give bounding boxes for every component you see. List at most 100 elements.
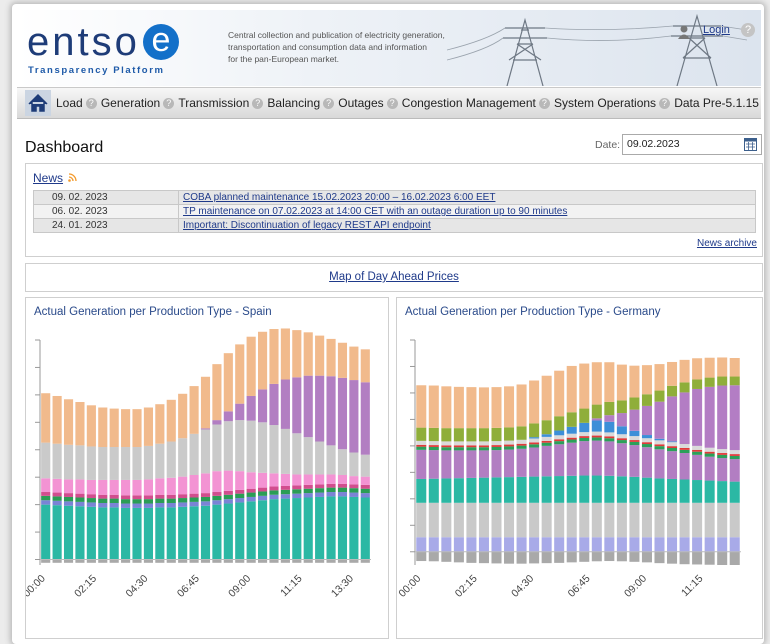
bar-segment	[692, 358, 703, 380]
map-panel: Map of Day Ahead Prices	[25, 263, 763, 292]
bar-segment	[315, 488, 325, 493]
bar-segment	[155, 507, 165, 560]
nav-label[interactable]: Congestion Management	[401, 96, 536, 110]
nav-item[interactable]: Congestion Management?	[402, 96, 550, 110]
bar-segment	[466, 537, 477, 552]
bar-segment	[200, 559, 211, 563]
news-link[interactable]: COBA planned maintenance 15.02.2023 20:0…	[183, 192, 496, 203]
map-link[interactable]: Map of Day Ahead Prices	[329, 271, 459, 283]
nav-item[interactable]: Transmission?	[178, 96, 264, 110]
bar-segment	[428, 446, 439, 451]
bar-segment	[315, 492, 325, 497]
bar-segment	[491, 551, 502, 564]
nav-item[interactable]: Load?	[56, 96, 97, 110]
nav-item[interactable]: Outages?	[338, 96, 398, 110]
nav-help[interactable]: ?	[252, 98, 264, 109]
bar-segment	[616, 426, 627, 435]
nav-label[interactable]: Balancing	[267, 96, 321, 110]
bar-segment	[258, 472, 268, 488]
bar-segment	[541, 440, 552, 443]
bar-segment	[516, 439, 527, 444]
bar-segment	[692, 502, 703, 538]
bar-segment	[591, 404, 602, 419]
bar-segment	[428, 450, 439, 479]
bar-segment	[292, 489, 302, 494]
nav-help[interactable]: ?	[323, 98, 335, 109]
date-input[interactable]: 09.02.2023	[622, 134, 762, 155]
news-row: 09. 02. 2023 COBA planned maintenance 15.…	[33, 190, 756, 205]
nav-label[interactable]: Outages	[338, 96, 384, 110]
bar-segment	[269, 499, 279, 560]
bar-segment	[604, 551, 615, 562]
bar-segment	[566, 412, 577, 427]
bar-segment	[109, 479, 119, 495]
bar-segment	[541, 436, 552, 441]
nav-item[interactable]: Generation?	[100, 96, 175, 110]
home-button[interactable]	[25, 90, 51, 116]
bar-segment	[466, 502, 477, 538]
x-tick-label: 02:15	[72, 573, 99, 600]
bar-segment	[52, 500, 62, 506]
nav-help[interactable]: ?	[659, 98, 671, 109]
bar-segment	[315, 559, 325, 563]
x-tick-label: 00:00	[26, 573, 48, 600]
bar-segment	[679, 382, 690, 393]
bar-segment	[667, 537, 678, 552]
bar-segment	[654, 364, 665, 391]
bar-segment	[541, 442, 552, 446]
nav-help[interactable]: ?	[538, 98, 550, 109]
bar-segment	[269, 383, 279, 426]
nav-help[interactable]: ?	[163, 98, 175, 109]
nav-label[interactable]: Load	[56, 96, 83, 110]
bar-segment	[616, 440, 627, 444]
bar-segment	[63, 444, 74, 480]
nav-label[interactable]: Generation	[100, 96, 161, 110]
news-archive[interactable]: News archive	[696, 238, 757, 249]
rss-icon[interactable]	[68, 173, 77, 182]
news-link[interactable]: Important: Discontinuation of legacy RES…	[183, 220, 431, 231]
bar-segment	[704, 551, 715, 565]
bar-segment	[453, 478, 464, 503]
bar-segment	[729, 481, 740, 503]
login-link[interactable]: Login	[703, 24, 730, 36]
nav-help[interactable]: ?	[85, 98, 97, 109]
nav-label[interactable]: Transmission	[178, 96, 250, 110]
bar-segment	[541, 476, 552, 503]
bar-segment	[504, 502, 515, 538]
bar-segment	[155, 559, 165, 563]
help-icon[interactable]: ?	[741, 23, 755, 37]
bar-segment	[223, 559, 233, 563]
bar-segment	[337, 483, 348, 488]
bar-segment	[269, 425, 279, 474]
bar-segment	[223, 503, 233, 560]
bar-segment	[86, 446, 96, 480]
bar-segment	[591, 537, 602, 552]
bar-segment	[554, 370, 565, 417]
bar-segment	[679, 453, 690, 480]
bar-segment	[109, 502, 119, 508]
nav-label[interactable]: System Operations	[554, 96, 657, 110]
bar-segment	[641, 551, 652, 563]
news-link[interactable]: TP maintenance on 07.02.2023 at 14:00 CE…	[183, 206, 568, 217]
bar-segment	[52, 492, 62, 497]
bar-segment	[667, 441, 678, 443]
bar-segment	[654, 446, 665, 450]
news-title[interactable]: News	[33, 171, 64, 185]
bar-segment	[729, 450, 740, 455]
bar-segment	[292, 493, 302, 499]
bar-segment	[692, 537, 703, 552]
bar-segment	[629, 551, 640, 562]
date-value: 09.02.2023	[627, 138, 680, 150]
bar-segment	[86, 502, 96, 507]
nav-label[interactable]: Data Pre-5.1.15	[674, 96, 759, 110]
nav-item[interactable]: Data Pre-5.1.15	[674, 96, 759, 110]
calendar-icon[interactable]	[744, 138, 757, 151]
bar-segment	[223, 470, 233, 491]
bar-segment	[667, 478, 678, 503]
bar-segment	[75, 497, 85, 502]
bar-segment	[200, 505, 211, 560]
nav-item[interactable]: System Operations?	[554, 96, 671, 110]
nav-help[interactable]: ?	[386, 98, 398, 109]
nav-item[interactable]: Balancing?	[267, 96, 335, 110]
bar-segment	[326, 338, 336, 377]
